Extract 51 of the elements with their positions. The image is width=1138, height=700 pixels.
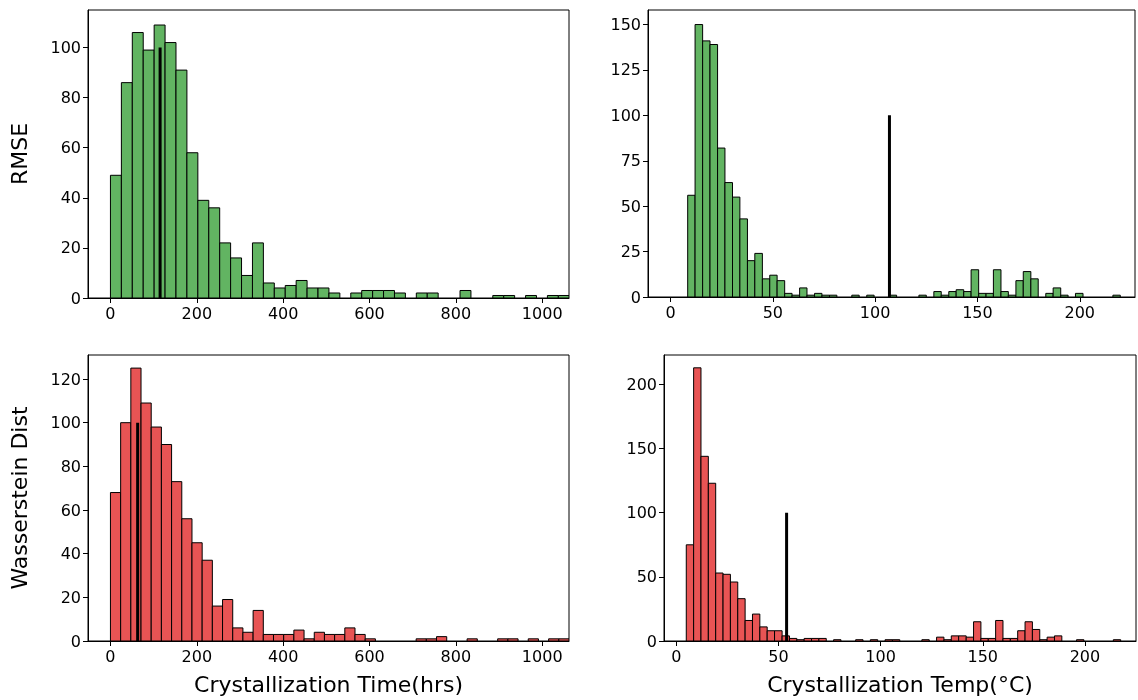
x-tick-label: 1000 [521,303,563,323]
x-tick-label: 400 [267,303,299,323]
x-axis-title: Crystallization Time(hrs) [194,671,463,697]
y-axis-title: Wasserstein Dist [6,406,32,590]
x-tick-label: 100 [859,302,891,322]
x-tick-label: 800 [440,303,472,323]
y-tick-label: 20 [60,587,81,607]
x-tick-label: 200 [1064,302,1096,322]
x-tick-label: 150 [962,302,993,322]
x-tick-label: 800 [440,646,472,666]
x-tick-label: 200 [181,303,213,323]
x-tick-label: 1000 [521,646,563,666]
y-tick-label: 100 [50,413,81,433]
y-tick-label: 0 [70,288,81,308]
x-tick-label: 150 [967,646,999,666]
y-tick-label: 0 [646,631,657,651]
y-tick-label: 200 [626,375,657,394]
y-tick-label: 80 [60,88,81,108]
y-tick-label: 0 [70,631,81,651]
x-tick-label: 200 [181,646,213,666]
y-tick-label: 0 [630,287,641,307]
x-tick-label: 50 [768,646,789,666]
x-tick-label: 400 [267,646,299,666]
y-tick-label: 25 [620,242,641,262]
x-tick-label: 600 [354,303,385,323]
y-axis-title: RMSE [6,122,32,186]
x-tick-label: 200 [1069,646,1101,666]
x-tick-label: 600 [354,646,385,666]
y-tick-label: 120 [50,369,81,389]
x-tick-label: 0 [671,646,682,666]
y-tick-label: 20 [60,238,81,258]
y-tick-label: 80 [60,456,81,476]
y-tick-label: 100 [610,105,641,125]
y-tick-label: 150 [610,15,641,35]
x-tick-label: 0 [665,302,676,322]
y-tick-label: 40 [60,188,81,208]
y-tick-label: 40 [60,544,81,564]
x-tick-label: 50 [762,302,783,322]
y-tick-label: 100 [50,38,81,58]
y-tick-label: 75 [620,151,641,171]
x-axis-title: Crystallization Temp(°C) [767,671,1033,697]
y-tick-label: 60 [60,500,81,520]
y-tick-label: 150 [626,439,657,459]
x-tick-label: 0 [105,646,116,666]
y-tick-label: 60 [60,138,81,158]
x-tick-label: 100 [865,646,896,666]
y-tick-label: 125 [610,60,641,80]
x-tick-label: 0 [105,303,116,323]
y-tick-label: 50 [620,196,641,216]
y-tick-label: 50 [636,567,657,587]
y-tick-label: 100 [626,503,657,523]
